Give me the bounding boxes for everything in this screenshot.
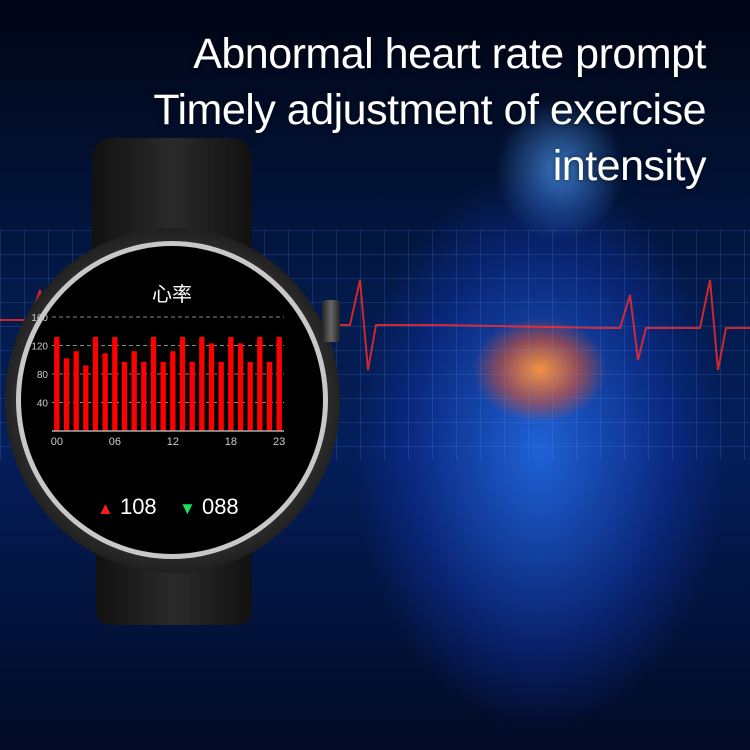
bar-00 — [54, 336, 60, 431]
bar-01 — [63, 358, 70, 431]
triangle-down-icon: ▼ — [179, 499, 196, 518]
max-heart-rate: ▲ 108 — [97, 494, 157, 520]
headline-line-3: intensity — [552, 142, 707, 190]
headline-line-1: Abnormal heart rate prompt — [193, 30, 706, 78]
watch-screen: 心率 40 80 120 160 00 06 12 18 23 ▲ 108 ▼ 088 — [21, 246, 323, 554]
bar-07 — [121, 361, 128, 431]
y-tick-label: 40 — [37, 399, 49, 410]
bar-15 — [199, 336, 205, 431]
bar-23 — [276, 336, 282, 431]
bar-11 — [160, 361, 166, 431]
bar-22 — [266, 361, 273, 431]
bar-17 — [218, 361, 224, 431]
x-tick-label: 18 — [225, 436, 237, 448]
bar-14 — [189, 361, 195, 431]
heart-rate-chart: 40 80 120 160 00 06 12 18 23 — [31, 313, 285, 448]
x-tick-label: 23 — [273, 436, 285, 448]
bar-13 — [179, 336, 186, 431]
y-tick-label: 120 — [31, 342, 48, 353]
bar-09 — [141, 361, 147, 431]
bar-06 — [112, 336, 118, 431]
x-tick-label: 00 — [51, 436, 63, 448]
bar-16 — [208, 343, 215, 431]
bar-19 — [237, 343, 244, 431]
bar-08 — [131, 351, 137, 431]
bar-05 — [102, 353, 108, 431]
bar-10 — [150, 336, 157, 431]
triangle-up-icon: ▲ — [97, 499, 114, 518]
bar-12 — [170, 351, 176, 431]
max-value: 108 — [119, 494, 157, 519]
bar-20 — [247, 361, 253, 431]
bar-21 — [257, 336, 263, 431]
min-value: 088 — [201, 494, 239, 519]
screen-title: 心率 — [152, 284, 192, 306]
y-tick-label: 160 — [31, 313, 48, 324]
bar-18 — [228, 336, 234, 431]
watch-bezel: 心率 40 80 120 160 00 06 12 18 23 ▲ 108 ▼ 088 — [16, 241, 328, 559]
y-tick-label: 80 — [37, 370, 49, 381]
bar-03 — [83, 365, 89, 431]
x-tick-label: 12 — [167, 436, 179, 448]
bar-04 — [92, 336, 99, 431]
bar-02 — [73, 351, 79, 431]
watch-crown-button[interactable] — [322, 300, 340, 342]
min-heart-rate: ▼ 088 — [179, 494, 239, 520]
headline-line-2: Timely adjustment of exercise — [153, 86, 706, 134]
x-tick-label: 06 — [109, 436, 121, 448]
